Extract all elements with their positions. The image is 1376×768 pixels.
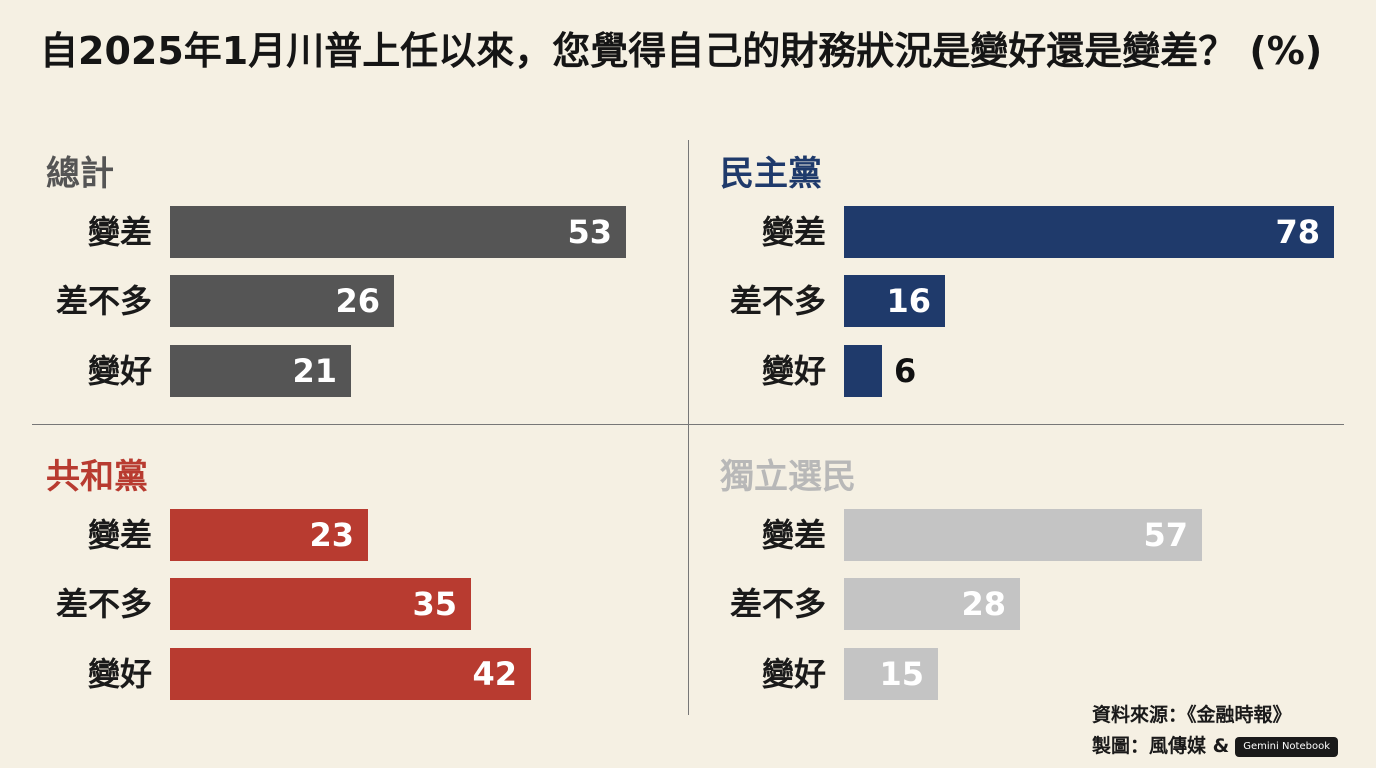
- bar-row: 差不多 16: [706, 275, 1376, 327]
- value-label: 28: [961, 585, 1006, 623]
- panel-title: 總計: [46, 154, 114, 194]
- bar: [844, 206, 1334, 258]
- source-note: 資料來源：《金融時報》 製圖：風傳媒 & Gemini Notebook: [1092, 700, 1338, 762]
- category-label: 差不多: [729, 585, 826, 623]
- panel-republican: 共和黨變差 23 差不多 35 變好 42: [32, 449, 712, 739]
- value-label: 21: [292, 352, 337, 390]
- category-label: 差不多: [55, 282, 152, 320]
- category-label: 變好: [761, 352, 826, 390]
- panel-total: 總計變差 53 差不多 26 變好 21: [32, 146, 712, 436]
- value-label: 6: [894, 352, 917, 390]
- horizontal-divider: [32, 424, 1344, 425]
- panel-title: 獨立選民: [720, 457, 856, 497]
- value-label: 26: [335, 282, 380, 320]
- panel-independent: 獨立選民變差 57 差不多 28 變好 15: [706, 449, 1376, 739]
- value-label: 42: [472, 655, 517, 693]
- bar: [844, 578, 1020, 630]
- category-label: 變差: [87, 516, 152, 554]
- bar: [170, 345, 351, 397]
- bar-row: 變差 78: [706, 206, 1376, 258]
- bar: [170, 509, 368, 561]
- bar-row: 變好 15: [706, 648, 1376, 700]
- chart-title: 自2025年1月川普上任以來，您覺得自己的財務狀況是變好還是變差？ (%): [40, 29, 1323, 73]
- panel-title: 共和黨: [46, 457, 148, 497]
- category-label: 差不多: [729, 282, 826, 320]
- category-label: 變差: [87, 213, 152, 251]
- credit-text: 製圖：風傳媒 &: [1092, 735, 1230, 757]
- panel-democrat: 民主黨變差 78 差不多 16 變好 6: [706, 146, 1376, 436]
- value-label: 35: [412, 585, 457, 623]
- category-label: 變好: [87, 655, 152, 693]
- value-label: 15: [879, 655, 924, 693]
- bar: [170, 648, 531, 700]
- category-label: 變差: [761, 213, 826, 251]
- bar: [844, 648, 938, 700]
- gemini-notebook-badge: Gemini Notebook: [1235, 736, 1338, 757]
- bar-row: 變好 42: [32, 648, 712, 700]
- bar-row: 變差 23: [32, 509, 712, 561]
- category-label: 變好: [761, 655, 826, 693]
- value-label: 57: [1143, 516, 1188, 554]
- bar: [170, 275, 394, 327]
- bar-row: 變差 57: [706, 509, 1376, 561]
- bar-row: 變好 6: [706, 345, 1376, 397]
- category-label: 差不多: [55, 585, 152, 623]
- bar-row: 差不多 26: [32, 275, 712, 327]
- bar: [844, 275, 945, 327]
- category-label: 變好: [87, 352, 152, 390]
- source-line: 資料來源：《金融時報》: [1092, 704, 1292, 726]
- category-label: 變差: [761, 516, 826, 554]
- value-label: 23: [309, 516, 354, 554]
- vertical-divider: [688, 140, 689, 715]
- bar-row: 差不多 35: [32, 578, 712, 630]
- value-label: 16: [886, 282, 931, 320]
- bar: [844, 509, 1202, 561]
- bar-row: 變好 21: [32, 345, 712, 397]
- bar-row: 差不多 28: [706, 578, 1376, 630]
- bar-row: 變差 53: [32, 206, 712, 258]
- panel-title: 民主黨: [720, 154, 822, 194]
- credit-line: 製圖：風傳媒 & Gemini Notebook: [1092, 731, 1338, 762]
- bar: [170, 206, 626, 258]
- bar: [844, 345, 882, 397]
- bar: [170, 578, 471, 630]
- value-label: 53: [567, 213, 612, 251]
- value-label: 78: [1275, 213, 1320, 251]
